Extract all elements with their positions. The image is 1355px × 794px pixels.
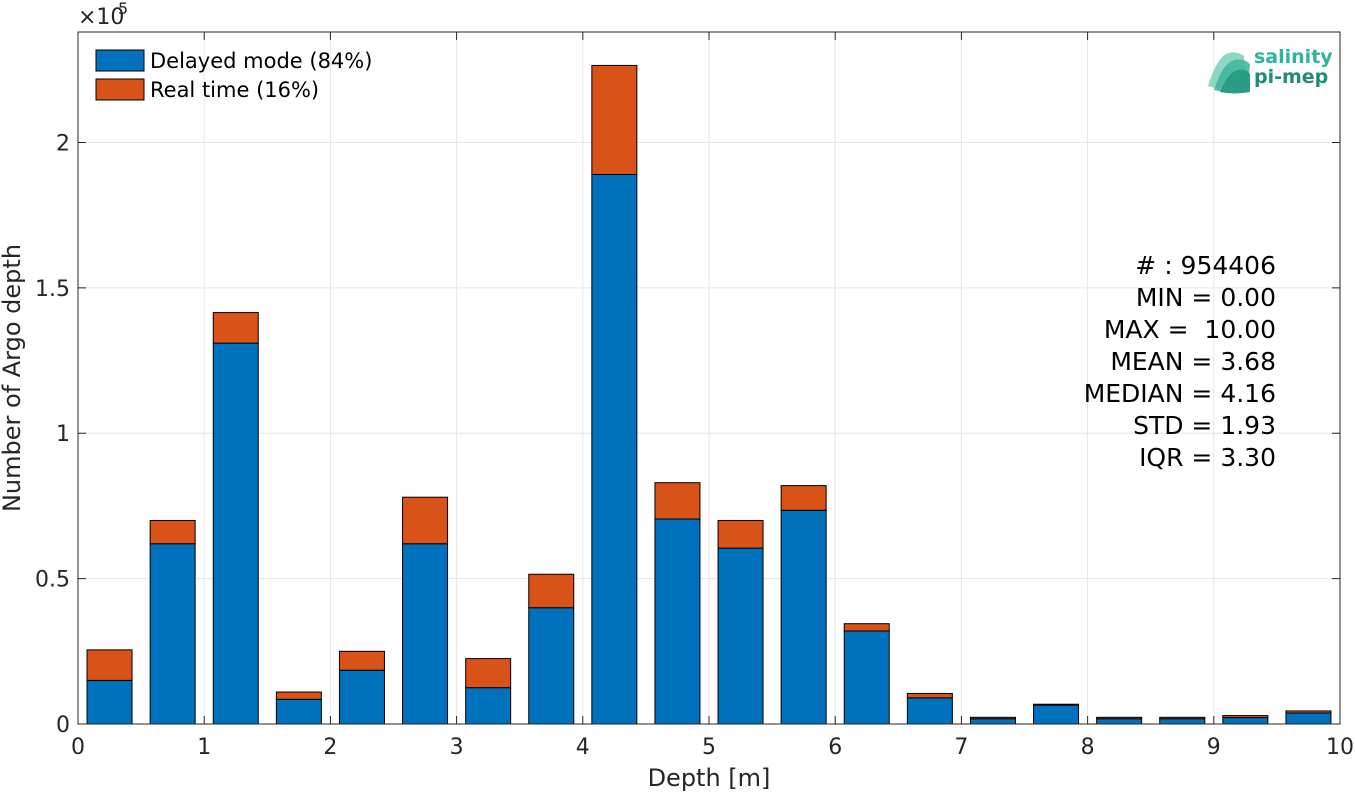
bar-real-time <box>149 519 196 545</box>
logo-text-line1: salinity <box>1254 46 1333 68</box>
stats-mean: MEAN = 3.68 <box>1110 347 1276 376</box>
bar-delayed-mode <box>465 687 512 725</box>
stats-min: MIN = 0.00 <box>1136 283 1276 312</box>
x-tick-label: 6 <box>828 735 842 760</box>
legend-swatch-delayed <box>95 49 145 72</box>
bar-real-time <box>212 312 259 344</box>
x-tick-label: 2 <box>323 735 337 760</box>
bar-delayed-mode <box>1222 717 1269 725</box>
bar-delayed-mode <box>275 698 322 725</box>
bar-real-time <box>1222 715 1269 719</box>
bar-delayed-mode <box>780 509 827 725</box>
y-exponent: ×10 5 <box>78 0 128 30</box>
legend-swatch-realtime <box>95 78 145 101</box>
bar-real-time <box>86 649 133 681</box>
stats-max: MAX = 10.00 <box>1104 315 1276 344</box>
x-tick-label: 10 <box>1326 735 1354 760</box>
bar-delayed-mode <box>212 342 259 725</box>
logo-text-line2: pi-mep <box>1254 66 1328 88</box>
stats-count: # : 954406 <box>1135 251 1276 280</box>
bar-real-time <box>465 658 512 689</box>
bar-real-time <box>1033 703 1080 706</box>
legend-label-delayed: Delayed mode (84%) <box>150 49 372 73</box>
bar-delayed-mode <box>338 669 385 725</box>
bar-real-time <box>906 692 953 699</box>
y-tick-label: 2 <box>56 131 70 156</box>
grid-lines <box>78 32 1340 724</box>
bar-delayed-mode <box>528 607 575 725</box>
bars-group <box>86 64 1332 725</box>
bar-real-time <box>528 573 575 609</box>
x-tick-label: 8 <box>1081 735 1095 760</box>
bar-real-time <box>1159 716 1206 720</box>
x-tick-label: 5 <box>702 735 716 760</box>
stats-std: STD = 1.93 <box>1133 411 1276 440</box>
bar-real-time <box>591 64 638 175</box>
bar-delayed-mode <box>843 630 890 725</box>
axis-ticks: 0 1 2 3 4 5 6 7 8 9 10 0 0.5 1 1.5 2 <box>35 32 1354 760</box>
stats-box: # : 954406 MIN = 0.00 MAX = 10.00 MEAN =… <box>1084 251 1276 472</box>
stats-iqr: IQR = 3.30 <box>1139 443 1276 472</box>
bar-real-time <box>780 485 827 511</box>
bar-delayed-mode <box>402 543 449 725</box>
bar-delayed-mode <box>717 547 764 725</box>
salinity-pimep-logo: salinity pi-mep <box>1208 46 1333 94</box>
bar-real-time <box>843 623 890 632</box>
bar-real-time <box>969 716 1016 720</box>
bar-real-time <box>338 650 385 671</box>
y-tick-label: 1.5 <box>35 277 70 302</box>
bar-delayed-mode <box>969 718 1016 725</box>
bar-delayed-mode <box>1033 704 1080 725</box>
bar-delayed-mode <box>654 518 701 725</box>
bar-real-time <box>1285 710 1332 714</box>
bar-real-time <box>402 496 449 545</box>
bar-real-time <box>275 691 322 700</box>
x-tick-label: 4 <box>576 735 590 760</box>
bar-real-time <box>654 482 701 520</box>
x-tick-label: 1 <box>197 735 211 760</box>
y-exponent-power: 5 <box>118 0 128 18</box>
x-tick-label: 7 <box>954 735 968 760</box>
stats-median: MEDIAN = 4.16 <box>1084 379 1276 408</box>
x-tick-label: 3 <box>450 735 464 760</box>
x-axis-title: Depth [m] <box>648 764 771 792</box>
y-tick-label: 1 <box>56 422 70 447</box>
x-tick-label: 9 <box>1207 735 1221 760</box>
y-tick-label: 0 <box>56 713 70 738</box>
legend-label-realtime: Real time (16%) <box>150 78 319 102</box>
wave-logo-icon <box>1208 52 1250 94</box>
y-tick-label: 0.5 <box>35 568 70 593</box>
bar-delayed-mode <box>149 543 196 725</box>
y-axis-title: Number of Argo depth <box>0 244 26 512</box>
bar-delayed-mode <box>906 697 953 725</box>
bar-delayed-mode <box>1159 718 1206 725</box>
bar-real-time <box>717 519 764 549</box>
bar-real-time <box>1096 716 1143 720</box>
y-exponent-base: ×10 <box>78 5 124 30</box>
bar-delayed-mode <box>86 679 133 725</box>
bar-delayed-mode <box>1096 718 1143 725</box>
bar-delayed-mode <box>591 173 638 725</box>
x-tick-label: 0 <box>71 735 85 760</box>
legend: Delayed mode (84%) Real time (16%) <box>95 49 372 102</box>
bar-delayed-mode <box>1285 712 1332 725</box>
